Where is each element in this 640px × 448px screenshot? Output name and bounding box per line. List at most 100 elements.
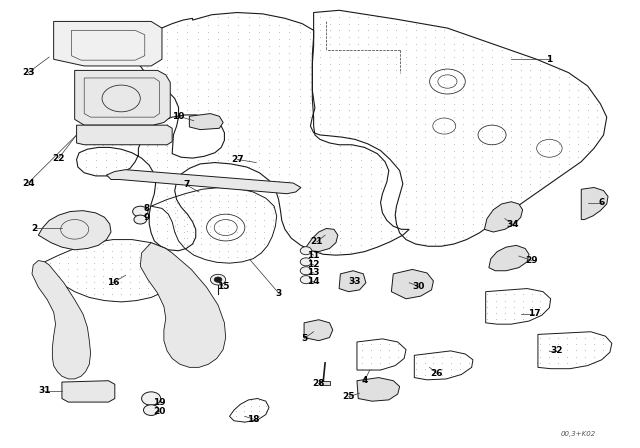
Point xyxy=(346,164,356,171)
Point xyxy=(274,149,284,156)
Point xyxy=(72,391,82,398)
Point xyxy=(193,78,203,85)
Point xyxy=(116,91,126,99)
Point xyxy=(372,120,383,127)
Point xyxy=(274,178,284,185)
Point xyxy=(554,107,564,114)
Point xyxy=(420,120,430,127)
Point xyxy=(382,34,392,41)
Point xyxy=(391,20,401,27)
Point xyxy=(334,80,344,87)
Point xyxy=(487,147,497,154)
Point xyxy=(284,21,294,28)
Point xyxy=(439,80,449,87)
Text: 4: 4 xyxy=(362,376,368,385)
Point xyxy=(81,156,91,164)
Point xyxy=(107,259,117,267)
Point xyxy=(152,254,162,261)
Point xyxy=(487,134,497,141)
Point xyxy=(554,140,564,147)
Point xyxy=(487,140,497,147)
Point xyxy=(274,142,284,149)
Point xyxy=(243,142,253,149)
Point xyxy=(429,127,440,134)
Point xyxy=(72,73,82,80)
Point xyxy=(563,107,573,114)
Point xyxy=(497,181,507,188)
Point xyxy=(259,241,269,248)
Point xyxy=(535,127,545,134)
Point xyxy=(261,402,271,409)
Point xyxy=(518,297,528,304)
Point xyxy=(264,78,274,85)
Point xyxy=(544,167,554,174)
Point xyxy=(346,206,356,213)
Point xyxy=(246,402,256,409)
Point xyxy=(172,28,182,35)
Point xyxy=(516,127,526,134)
Point xyxy=(205,191,216,198)
Point xyxy=(410,187,420,194)
Point xyxy=(477,167,488,174)
Point xyxy=(100,164,111,171)
Point xyxy=(439,40,449,47)
Point xyxy=(172,64,182,71)
Point xyxy=(81,104,91,111)
Point xyxy=(193,28,203,35)
Point xyxy=(98,85,108,92)
Point xyxy=(72,241,82,248)
Point xyxy=(420,214,430,221)
Point xyxy=(203,28,213,35)
Point xyxy=(571,353,581,360)
Point xyxy=(366,366,376,373)
Point xyxy=(179,203,189,211)
Point xyxy=(162,85,172,92)
Point xyxy=(468,207,478,214)
Point xyxy=(253,92,264,99)
Point xyxy=(223,197,234,204)
Point xyxy=(90,216,100,223)
Point xyxy=(152,71,162,78)
Point xyxy=(363,134,373,141)
Point xyxy=(234,135,244,142)
Point xyxy=(477,60,488,67)
Point xyxy=(214,210,225,217)
Point xyxy=(141,64,152,71)
Point xyxy=(223,28,234,35)
Point xyxy=(143,110,153,117)
Point xyxy=(419,359,429,366)
Point xyxy=(182,156,193,164)
Point xyxy=(516,181,526,188)
Point xyxy=(284,71,294,78)
Point xyxy=(449,73,459,81)
Text: 30: 30 xyxy=(413,282,425,291)
Point xyxy=(449,187,459,194)
Point xyxy=(305,128,315,135)
Point xyxy=(152,98,162,105)
Point xyxy=(335,171,346,178)
Point xyxy=(243,49,253,56)
Point xyxy=(205,241,216,248)
Point xyxy=(497,134,507,141)
Point xyxy=(544,174,554,181)
Point xyxy=(497,207,507,214)
Point xyxy=(264,64,274,71)
Point xyxy=(346,178,356,185)
Point xyxy=(125,85,135,92)
Point xyxy=(401,67,411,74)
Point xyxy=(325,149,335,156)
Point xyxy=(535,359,545,366)
Point xyxy=(162,71,172,78)
Point xyxy=(98,254,108,261)
Point xyxy=(141,149,152,156)
Point xyxy=(477,181,488,188)
Point xyxy=(134,247,144,254)
Point xyxy=(152,192,162,199)
Point xyxy=(458,234,468,241)
Point xyxy=(231,407,241,414)
Point xyxy=(172,85,182,92)
Point xyxy=(449,107,459,114)
Text: 28: 28 xyxy=(312,379,325,388)
Point xyxy=(497,53,507,60)
Point xyxy=(344,134,354,141)
